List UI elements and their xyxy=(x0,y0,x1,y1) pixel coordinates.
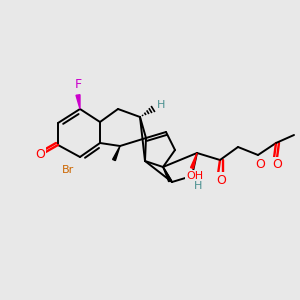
Text: O: O xyxy=(272,158,282,172)
Text: O: O xyxy=(35,148,45,161)
Text: H: H xyxy=(194,181,202,191)
Polygon shape xyxy=(76,95,80,109)
Text: H: H xyxy=(157,100,165,110)
Text: Br: Br xyxy=(62,165,74,175)
Text: O: O xyxy=(216,173,226,187)
Text: OH: OH xyxy=(186,171,204,181)
Polygon shape xyxy=(190,153,197,169)
Text: F: F xyxy=(74,77,82,91)
Polygon shape xyxy=(163,167,171,182)
Text: O: O xyxy=(255,158,265,172)
Polygon shape xyxy=(112,146,120,160)
